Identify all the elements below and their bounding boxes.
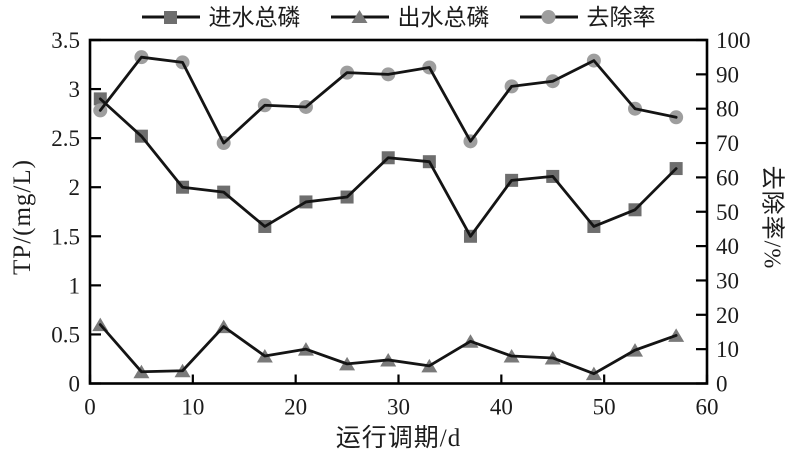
svg-text:20: 20 bbox=[284, 395, 307, 420]
svg-text:50: 50 bbox=[593, 395, 616, 420]
svg-text:0: 0 bbox=[716, 372, 728, 397]
svg-text:30: 30 bbox=[387, 395, 410, 420]
svg-text:80: 80 bbox=[716, 97, 739, 122]
legend-item-influent-tp: 进水总磷 bbox=[141, 4, 301, 30]
legend-item-removal-rate: 去除率 bbox=[519, 4, 656, 30]
circle-marker-icon bbox=[519, 10, 578, 24]
svg-text:60: 60 bbox=[716, 165, 739, 190]
svg-text:3: 3 bbox=[69, 77, 81, 102]
svg-text:2.5: 2.5 bbox=[51, 126, 80, 151]
svg-text:10: 10 bbox=[181, 395, 204, 420]
svg-text:0: 0 bbox=[69, 372, 81, 397]
svg-text:60: 60 bbox=[696, 395, 719, 420]
svg-text:2: 2 bbox=[69, 175, 81, 200]
right-axis-title: 去除率/% bbox=[758, 165, 785, 269]
svg-text:1: 1 bbox=[69, 273, 81, 298]
svg-text:30: 30 bbox=[716, 268, 739, 293]
svg-text:20: 20 bbox=[716, 303, 739, 328]
left-axis-title: TP/(mg/L) bbox=[9, 159, 36, 275]
x-axis-title: 运行调期/d bbox=[335, 425, 462, 452]
square-marker-icon bbox=[141, 11, 200, 24]
legend-label: 出水总磷 bbox=[397, 4, 490, 30]
chart-legend: 进水总磷 出水总磷 去除率 bbox=[90, 1, 707, 33]
svg-text:40: 40 bbox=[490, 395, 513, 420]
triangle-marker-icon bbox=[330, 10, 389, 23]
svg-text:3.5: 3.5 bbox=[51, 28, 80, 53]
svg-text:100: 100 bbox=[716, 28, 751, 53]
svg-text:1.5: 1.5 bbox=[51, 224, 80, 249]
svg-text:90: 90 bbox=[716, 62, 739, 87]
svg-text:0: 0 bbox=[84, 395, 96, 420]
svg-text:10: 10 bbox=[716, 337, 739, 362]
legend-item-effluent-tp: 出水总磷 bbox=[330, 4, 490, 30]
legend-label: 进水总磷 bbox=[208, 4, 301, 30]
svg-text:70: 70 bbox=[716, 131, 739, 156]
svg-text:50: 50 bbox=[716, 200, 739, 225]
svg-text:0.5: 0.5 bbox=[51, 322, 80, 347]
legend-label: 去除率 bbox=[586, 4, 656, 30]
svg-text:40: 40 bbox=[716, 234, 739, 259]
